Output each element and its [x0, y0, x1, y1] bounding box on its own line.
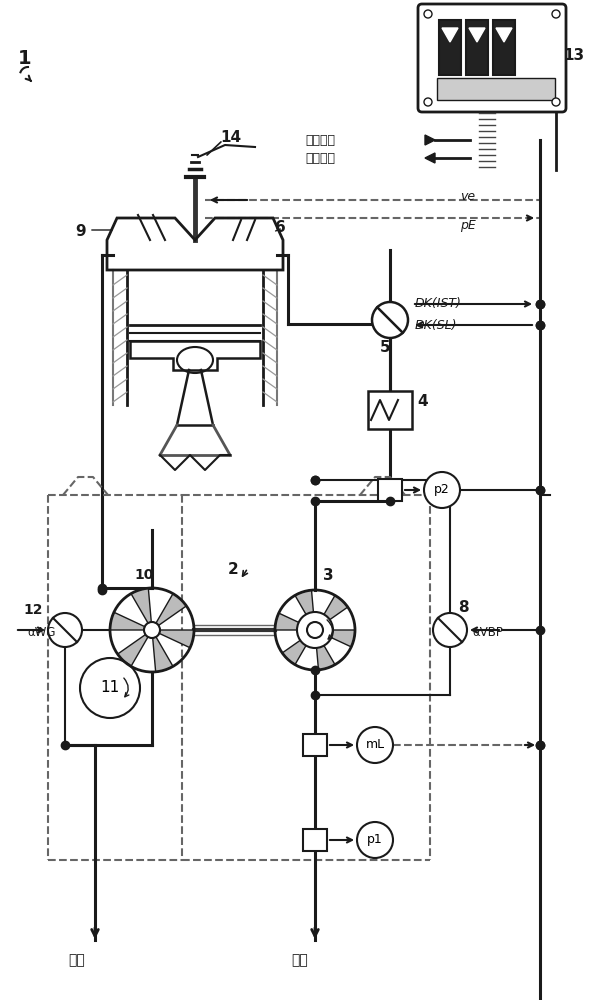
Text: 输出信号: 输出信号	[305, 151, 335, 164]
Polygon shape	[110, 612, 145, 630]
Polygon shape	[159, 630, 194, 648]
Circle shape	[307, 622, 323, 638]
Text: ve: ve	[460, 190, 475, 202]
Text: 7: 7	[311, 623, 320, 637]
Text: pE: pE	[460, 220, 476, 232]
Text: 输入信号: 输入信号	[305, 133, 335, 146]
Text: 6: 6	[275, 221, 286, 235]
Circle shape	[552, 10, 560, 18]
Circle shape	[357, 727, 393, 763]
Text: 13: 13	[563, 47, 584, 62]
Polygon shape	[469, 28, 485, 42]
Text: 离开: 离开	[69, 953, 86, 967]
Circle shape	[372, 302, 408, 338]
Polygon shape	[156, 594, 187, 625]
Bar	[466, 20, 488, 75]
Text: 进入: 进入	[292, 953, 308, 967]
Text: mL: mL	[365, 738, 384, 752]
Bar	[303, 734, 327, 756]
Polygon shape	[496, 28, 512, 42]
Text: 14: 14	[220, 129, 241, 144]
Bar	[493, 20, 515, 75]
Bar	[368, 391, 412, 429]
Text: DK(SL): DK(SL)	[415, 318, 457, 332]
Text: 1: 1	[18, 48, 31, 68]
Polygon shape	[282, 635, 311, 665]
Circle shape	[424, 98, 432, 106]
Polygon shape	[319, 595, 347, 625]
Polygon shape	[425, 135, 435, 145]
Polygon shape	[295, 590, 314, 623]
Circle shape	[80, 658, 140, 718]
Text: 4: 4	[417, 394, 428, 410]
Circle shape	[424, 10, 432, 18]
Polygon shape	[425, 153, 435, 163]
Text: 12: 12	[23, 603, 43, 617]
Polygon shape	[131, 588, 151, 623]
Text: p1: p1	[367, 834, 383, 846]
Bar	[439, 20, 461, 75]
Polygon shape	[442, 28, 458, 42]
Bar	[303, 829, 327, 851]
Circle shape	[297, 612, 333, 648]
Bar	[378, 479, 402, 501]
Text: αWG: αWG	[27, 626, 55, 640]
Circle shape	[48, 613, 82, 647]
Polygon shape	[153, 637, 173, 672]
Text: 10: 10	[134, 568, 153, 582]
Circle shape	[357, 822, 393, 858]
Polygon shape	[315, 637, 335, 670]
FancyBboxPatch shape	[418, 4, 566, 112]
Bar	[437, 78, 555, 100]
Circle shape	[144, 622, 160, 638]
Text: 2: 2	[228, 562, 239, 578]
Polygon shape	[323, 630, 355, 647]
Text: 8: 8	[458, 600, 469, 615]
Circle shape	[424, 472, 460, 508]
Text: 5: 5	[380, 340, 391, 356]
Circle shape	[552, 98, 560, 106]
Text: 3: 3	[323, 568, 334, 582]
Text: 11: 11	[100, 680, 119, 696]
Text: 9: 9	[75, 225, 86, 239]
Polygon shape	[118, 635, 148, 666]
Circle shape	[433, 613, 467, 647]
Text: p2: p2	[434, 484, 450, 496]
Text: αVBP: αVBP	[472, 626, 503, 640]
Polygon shape	[275, 613, 308, 630]
Text: DK(IST): DK(IST)	[415, 298, 462, 310]
